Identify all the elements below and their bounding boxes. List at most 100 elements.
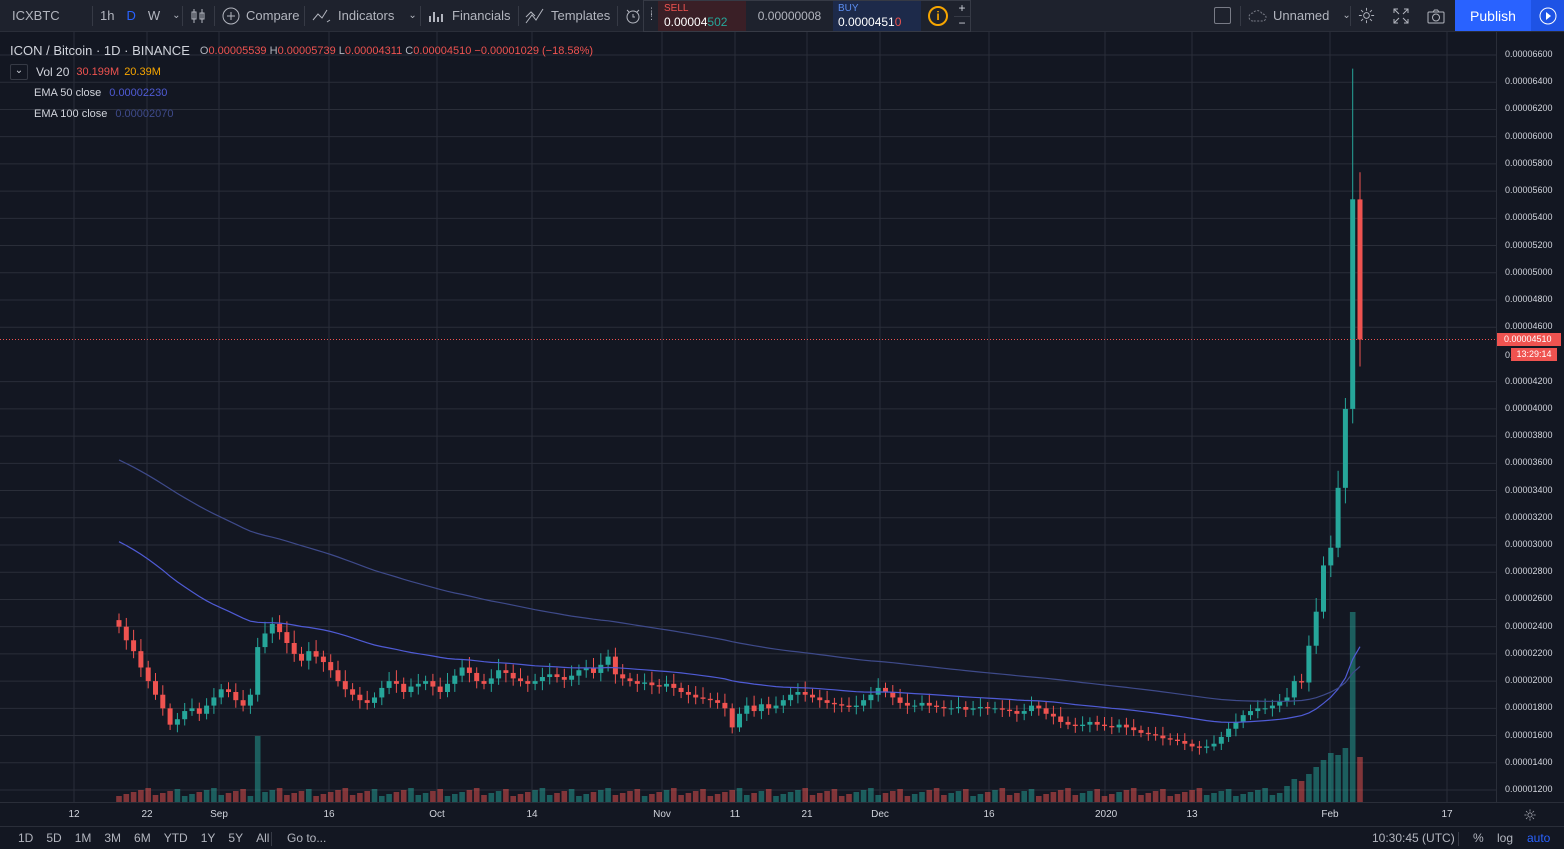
replay-button[interactable] (1531, 0, 1564, 31)
candle-body (583, 667, 589, 671)
candle-body (1007, 709, 1013, 712)
settings-button[interactable] (1357, 0, 1376, 31)
range-1y[interactable]: 1Y (200, 831, 216, 845)
candle-body (1255, 708, 1261, 712)
auto-toggle[interactable]: auto (1527, 831, 1551, 845)
info-button[interactable]: i (928, 6, 948, 26)
chevron-down-icon[interactable]: ⌄ (1342, 10, 1351, 21)
volume-bar (722, 792, 728, 802)
candle-body (364, 700, 370, 703)
price-tick-label: 0.00002200 (1505, 647, 1553, 658)
candle-body (116, 620, 122, 627)
volume-bar (824, 791, 830, 802)
candle-body (1306, 645, 1312, 683)
layout-checkbox[interactable] (1214, 0, 1231, 31)
volume-bar (517, 794, 524, 802)
scale-settings-button[interactable] (1496, 802, 1564, 826)
alert-button[interactable] (624, 0, 642, 31)
publish-button[interactable]: Publish (1455, 0, 1531, 31)
percent-toggle[interactable]: % (1473, 831, 1484, 845)
indicators-button[interactable]: Indicators ⌄ (312, 0, 417, 31)
range-1d[interactable]: 1D (18, 831, 34, 845)
volume-bar (999, 788, 1006, 802)
volume-bar (539, 788, 546, 802)
fullscreen-button[interactable] (1392, 0, 1410, 31)
candle-body (503, 670, 509, 673)
candle-body (277, 623, 283, 633)
goto-button[interactable]: Go to... (287, 831, 327, 845)
candle-body (773, 705, 779, 709)
zoom-out-button[interactable]: − (958, 16, 966, 30)
candle-body (1342, 408, 1348, 488)
chart-type-button[interactable] (189, 0, 207, 31)
volume-bar (306, 789, 312, 802)
symbol-search[interactable]: ICXBTC (12, 0, 90, 31)
range-buttons: 1D 5D 1M 3M 6M YTD 1Y 5Y All (18, 827, 269, 849)
volume-bar (327, 792, 334, 802)
volume-bar (452, 794, 458, 802)
candle-body (196, 708, 202, 714)
candle-body (204, 705, 210, 714)
camera-icon (1427, 9, 1445, 23)
buy-price-main: 0.0000451 (838, 15, 895, 29)
sell-button[interactable]: SELL 0.00004502 (658, 1, 746, 31)
ema100-label[interactable]: EMA 100 close (34, 107, 108, 120)
candle-body (1291, 681, 1297, 698)
volume-bar (444, 796, 451, 802)
range-1m[interactable]: 1M (74, 831, 92, 845)
chart-pane[interactable] (0, 32, 1496, 802)
interval-d[interactable]: D (126, 8, 136, 23)
log-toggle[interactable]: log (1497, 831, 1514, 845)
chevron-down-icon[interactable]: ⌄ (172, 10, 181, 21)
range-6m[interactable]: 6M (134, 831, 151, 845)
sell-label: SELL (664, 3, 689, 14)
candle-body (758, 704, 764, 712)
price-tick-label: 0.00006600 (1505, 49, 1553, 59)
ema50-label[interactable]: EMA 50 close (34, 86, 102, 99)
range-5d[interactable]: 5D (46, 831, 62, 845)
templates-button[interactable]: Templates (525, 0, 610, 31)
candle-body (664, 683, 669, 687)
compare-button[interactable]: Compare (222, 0, 299, 31)
collapse-legend-button[interactable]: ⌄ (10, 63, 28, 80)
price-scale[interactable]: 0.00006600 0.00006400 0.00006200 0.00006000… (1496, 32, 1564, 802)
chart-canvas[interactable] (0, 32, 1496, 802)
volume-bar (349, 795, 356, 802)
range-5y[interactable]: 5Y (228, 831, 244, 845)
candle-body (408, 686, 414, 692)
candle-body (357, 694, 363, 701)
candle-body (393, 681, 399, 684)
financials-button[interactable]: Financials (428, 0, 511, 31)
clock[interactable]: 10:30:45 (UTC) (1372, 831, 1455, 845)
buy-button[interactable]: BUY 0.00004510 (833, 1, 921, 31)
chevron-down-icon[interactable]: ⌄ (408, 10, 417, 21)
time-scale[interactable]: 12 22 Sep 16 Oct 14 Nov 11 21 Dec 16 2020 13 Feb 17 (0, 802, 1496, 826)
candle-body (598, 664, 604, 673)
volume-bar (554, 793, 560, 802)
snapshot-button[interactable] (1426, 0, 1446, 31)
volume-bar (152, 795, 159, 802)
time-tick-label: 12 (68, 809, 80, 820)
interval-w[interactable]: W (147, 8, 161, 23)
ema50-value: 0.00002230 (109, 86, 168, 99)
volume-label[interactable]: Vol 20 (36, 64, 70, 79)
candle-body (605, 656, 611, 665)
interval-1h[interactable]: 1h (100, 8, 115, 23)
zoom-in-button[interactable]: + (954, 1, 970, 17)
volume-bar (408, 788, 414, 802)
volume-bar (145, 788, 151, 802)
price-tick-label: 0.00004600 (1505, 321, 1553, 332)
range-all[interactable]: All (256, 831, 270, 845)
candle-body (233, 692, 239, 701)
volume-bar (671, 788, 677, 802)
range-ytd[interactable]: YTD (163, 831, 188, 845)
volume-ma-value: 20.39M (124, 65, 161, 78)
series-title[interactable]: ICON / Bitcoin · 1D · BINANCE (10, 43, 190, 58)
layout-name-button[interactable]: Unnamed ⌄ (1248, 0, 1351, 31)
candle-body (722, 702, 728, 709)
drag-handle-icon[interactable]: ⋮ ⋮ (647, 6, 656, 21)
volume-bar (1116, 792, 1122, 802)
range-3m[interactable]: 3M (104, 831, 122, 845)
volume-bar (203, 790, 210, 802)
volume-bar (254, 736, 261, 802)
